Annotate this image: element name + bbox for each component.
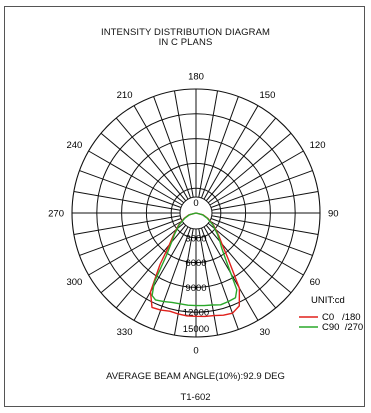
grid-spoke: [100, 222, 185, 294]
angle-label: 0: [193, 346, 198, 357]
angle-label: 60: [310, 277, 321, 288]
angle-label: 330: [117, 327, 133, 338]
grid-spoke: [153, 96, 191, 199]
grid-spoke: [115, 224, 187, 309]
angle-label: 300: [66, 277, 82, 288]
radial-label: 15000: [183, 324, 209, 335]
grid-spoke: [173, 228, 194, 336]
chart-subtitle: IN C PLANS: [158, 37, 213, 48]
grid-spoke: [115, 117, 187, 202]
grid-spoke: [173, 90, 194, 198]
grid-spoke: [73, 215, 181, 236]
beam-angle-text: AVERAGE BEAM ANGLE(10%):92.9 DEG: [106, 371, 285, 382]
grid-spoke: [211, 215, 319, 236]
grid-spoke: [209, 150, 304, 206]
grid-spoke: [133, 105, 189, 200]
angle-label: 30: [260, 327, 271, 338]
angle-label: 270: [48, 209, 64, 220]
grid-spoke: [203, 105, 259, 200]
grid-spoke: [207, 222, 292, 294]
grid-spoke: [88, 220, 183, 276]
model-code: T1-602: [180, 392, 211, 403]
grid-spoke: [201, 96, 239, 199]
grid-spoke: [79, 218, 182, 256]
angle-label: 180: [188, 72, 204, 83]
angle-label: 150: [260, 90, 276, 101]
radial-label: 9000: [185, 283, 206, 294]
grid-spoke: [207, 132, 292, 204]
radial-labels: 0 3000 6000 9000 12000 15000: [183, 198, 209, 335]
grid-spoke: [133, 226, 189, 321]
grid-spoke: [205, 117, 277, 202]
angle-label: 210: [117, 90, 133, 101]
intensity-curves: [149, 212, 241, 318]
grid-spoke: [88, 150, 183, 206]
legend-label: C90 /270: [322, 322, 363, 333]
radial-label: 6000: [185, 258, 206, 269]
series-curve-c90-270: [151, 212, 238, 307]
grid-spoke: [100, 132, 185, 204]
angle-label: 90: [328, 209, 339, 220]
grid-spoke: [73, 190, 181, 211]
grid-spoke: [79, 170, 182, 208]
grid-spoke: [198, 90, 219, 198]
radial-label: 3000: [185, 233, 206, 244]
radial-label: 12000: [183, 308, 209, 319]
grid-spoke: [209, 220, 304, 276]
unit-label: UNIT:cd: [311, 295, 345, 306]
radial-label: 0: [193, 198, 198, 209]
chart-title: INTENSITY DISTRIBUTION DIAGRAM: [100, 27, 271, 38]
grid-spoke: [210, 218, 313, 256]
grid-spoke: [198, 228, 219, 336]
chart-frame: [4, 6, 365, 407]
angle-label: 120: [310, 140, 326, 151]
angle-label: 240: [66, 140, 82, 151]
grid-spoke: [211, 190, 319, 211]
grid-spoke: [205, 224, 277, 309]
legend-label: C0 /180: [322, 312, 361, 323]
grid-spoke: [210, 170, 313, 208]
grid-spoke: [153, 227, 191, 330]
